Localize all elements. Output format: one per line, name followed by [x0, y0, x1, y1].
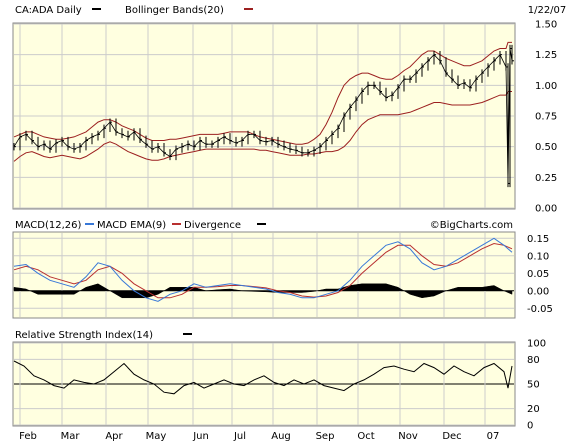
macd-ema-line: [13, 242, 513, 299]
x-tick-label: Mar: [61, 431, 81, 442]
macd-panel: -0.05 0.00 0.05 0.10 0.15: [12, 231, 553, 319]
x-tick-label: Jul: [233, 431, 246, 442]
rsi-y-tick-label: 100: [527, 339, 546, 350]
price-y-tick-label: 0.75: [535, 112, 557, 123]
rsi-y-ticks: 0 20 50 80 100: [527, 339, 546, 432]
rsi-y-tick-label: 50: [527, 380, 540, 391]
x-tick-label: May: [146, 431, 167, 442]
x-tick-label: Feb: [19, 431, 37, 442]
rsi-legend: Relative Strength Index(14): [15, 330, 192, 341]
macd-y-tick-label: -0.05: [527, 304, 553, 315]
x-tick-label: Oct: [357, 431, 374, 442]
symbol-label: CA:ADA Daily: [15, 5, 82, 16]
x-tick-label: Apr: [105, 431, 123, 442]
x-tick-label: Sep: [316, 431, 335, 442]
price-y-tick-label: 1.50: [535, 20, 557, 31]
brand-label: ©BigCharts.com: [430, 220, 513, 231]
rsi-grid: [14, 342, 514, 426]
divergence-swatch: [257, 223, 266, 225]
price-y-tick-label: 0.25: [535, 173, 557, 184]
rsi-y-tick-label: 20: [527, 404, 540, 415]
x-tick-label: Dec: [442, 431, 461, 442]
rsi-y-tick-label: 0: [527, 421, 533, 432]
macd-y-ticks: -0.05 0.00 0.05 0.10 0.15: [527, 234, 553, 315]
header-date: 1/22/07: [528, 5, 567, 16]
divergence-label: Divergence: [184, 220, 241, 231]
x-axis-ticks: Feb Mar Apr May Jun Jul Aug Sep Oct Nov Dec 07: [19, 431, 499, 442]
macd-legend: MACD(12,26) MACD EMA(9) Divergence ©BigC…: [15, 220, 513, 231]
price-legend: CA:ADA Daily Bollinger Bands(20) 1/22/07: [15, 5, 566, 16]
price-y-tick-label: 0.00: [535, 204, 557, 215]
symbol-swatch: [92, 8, 101, 10]
macd-line: [13, 237, 513, 302]
macd-y-tick-label: 0.15: [527, 234, 549, 245]
price-line: [13, 48, 513, 184]
bollinger-swatch: [244, 8, 253, 10]
divergence-area: [13, 283, 513, 299]
macd-y-tick-label: 0.05: [527, 269, 549, 280]
price-y-ticks: 0.00 0.25 0.50 0.75 1.00 1.25 1.50: [535, 20, 557, 215]
macd-y-tick-label: 0.10: [527, 251, 549, 262]
macd-label: MACD(12,26): [15, 220, 82, 231]
price-y-tick-label: 1.25: [535, 50, 557, 61]
price-panel: 0.00 0.25 0.50 0.75 1.00 1.25 1.50: [12, 20, 557, 215]
bollinger-label: Bollinger Bands(20): [125, 5, 224, 16]
x-tick-label: Jun: [192, 431, 209, 442]
macd-ema-swatch: [172, 223, 181, 225]
x-tick-label: Aug: [271, 431, 291, 442]
rsi-label: Relative Strength Index(14): [15, 330, 153, 341]
price-grid: [14, 23, 514, 209]
macd-y-tick-label: 0.00: [527, 286, 549, 297]
rsi-y-tick-label: 80: [527, 355, 540, 366]
price-bars: [13, 44, 514, 188]
price-y-tick-label: 0.50: [535, 142, 557, 153]
bollinger-lower-line: [13, 91, 512, 162]
macd-swatch: [85, 223, 94, 225]
macd-panel-frame: [12, 231, 516, 319]
rsi-panel: 0 20 50 80 100: [12, 339, 546, 432]
x-tick-label: Nov: [398, 431, 418, 442]
rsi-line: [13, 360, 513, 395]
bollinger-upper-line: [13, 41, 512, 145]
macd-divergence-bars: [13, 283, 513, 299]
price-y-tick-label: 1.00: [535, 81, 557, 92]
x-tick-label: 07: [487, 431, 500, 442]
rsi-swatch: [183, 333, 192, 335]
macd-ema-label: MACD EMA(9): [97, 220, 166, 231]
